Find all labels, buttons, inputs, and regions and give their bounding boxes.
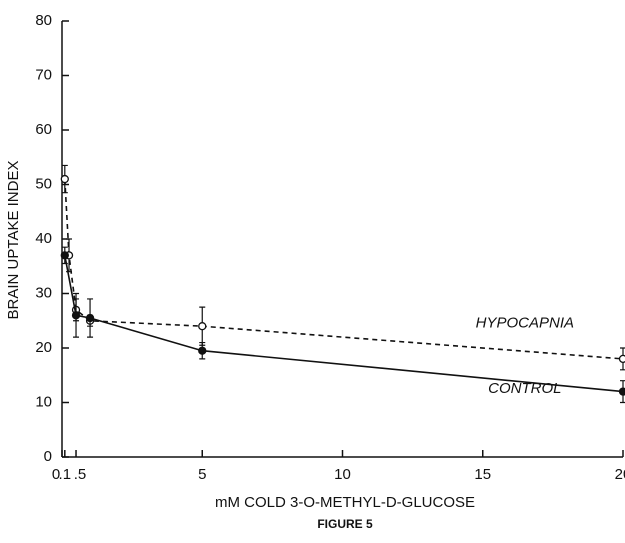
data-point — [87, 315, 94, 322]
y-tick-label: 20 — [35, 339, 52, 356]
y-tick-label: 30 — [35, 284, 52, 301]
data-point — [620, 388, 625, 395]
y-tick-label: 50 — [35, 175, 52, 192]
x-tick-label: .5 — [74, 466, 87, 483]
data-point — [199, 323, 206, 330]
x-tick-label: .1 — [59, 466, 72, 483]
y-tick-label: 80 — [35, 12, 52, 29]
data-point — [620, 355, 625, 362]
y-tick-label: 0 — [44, 448, 52, 465]
y-axis-label: BRAIN UPTAKE INDEX — [5, 161, 22, 320]
series-label: HYPOCAPNIA — [476, 314, 574, 331]
data-point — [61, 252, 68, 259]
x-tick-label: 10 — [334, 466, 351, 483]
figure-caption: FIGURE 5 — [317, 517, 373, 531]
x-tick-label: 5 — [198, 466, 206, 483]
series-line — [65, 179, 623, 359]
x-tick-label: 20 — [615, 466, 625, 483]
y-tick-label: 60 — [35, 121, 52, 138]
data-point — [73, 312, 80, 319]
y-tick-label: 10 — [35, 393, 52, 410]
x-tick-label: 15 — [474, 466, 491, 483]
data-point — [199, 347, 206, 354]
x-axis-label: mM COLD 3-O-METHYL-D-GLUCOSE — [215, 494, 475, 511]
data-point — [61, 176, 68, 183]
y-tick-label: 40 — [35, 230, 52, 247]
y-tick-label: 70 — [35, 66, 52, 83]
series-label: CONTROL — [488, 380, 561, 397]
